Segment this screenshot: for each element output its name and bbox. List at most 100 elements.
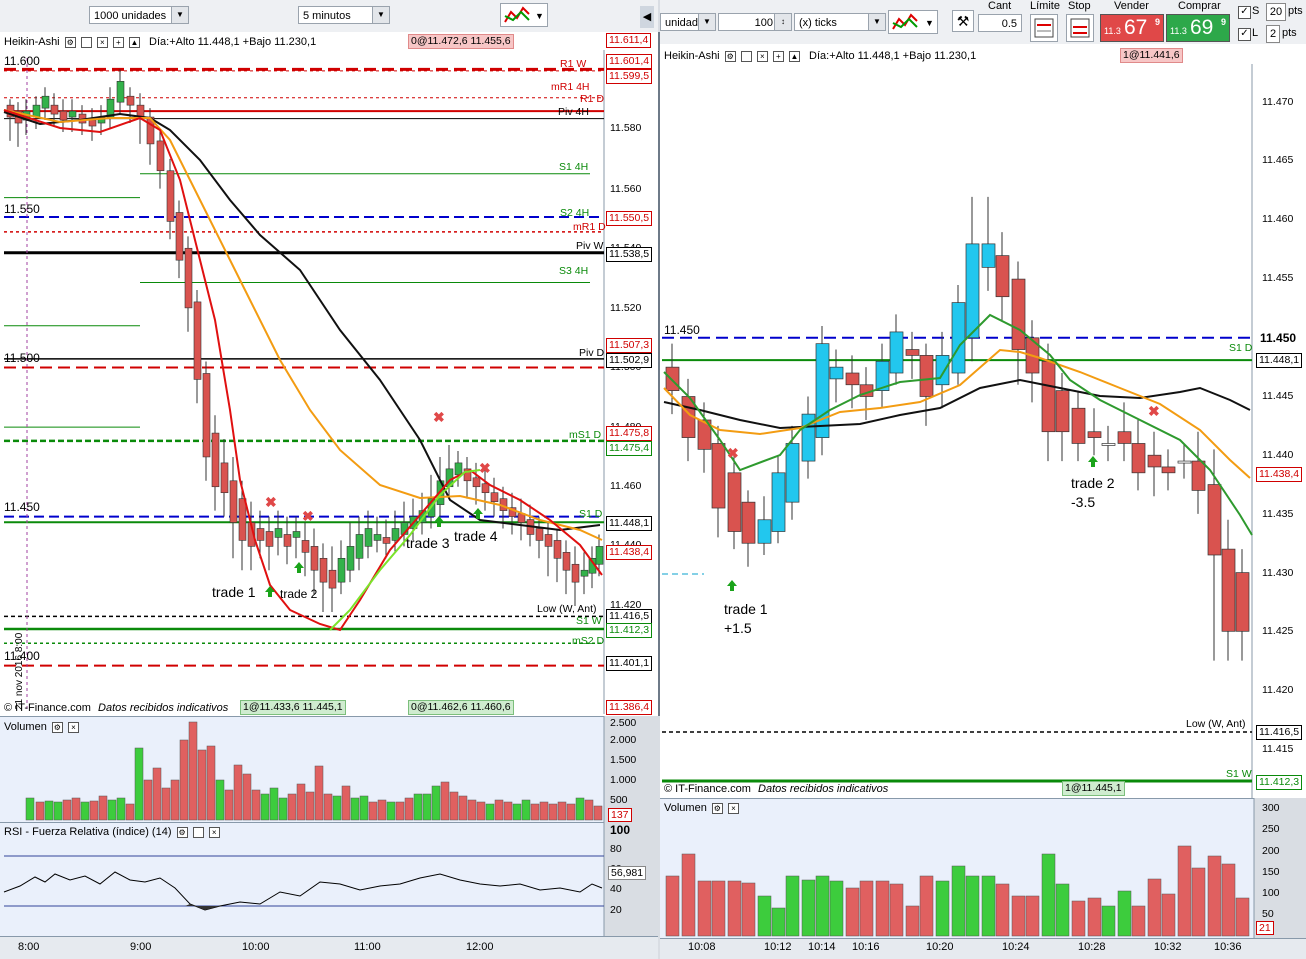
l-checkbox[interactable]: ✓ (1238, 28, 1251, 41)
volume-bar (422, 793, 432, 821)
volume-bar (593, 805, 603, 821)
wrench-icon[interactable]: ⚙ (711, 802, 723, 814)
add-icon[interactable]: + (772, 50, 784, 62)
volume-bar (801, 879, 816, 937)
price-tick-label: 11.460 (1262, 213, 1294, 225)
right-stop-unit[interactable]: (x) ticks ▼ (794, 13, 886, 31)
candle-body (126, 95, 135, 106)
pivot-level-label: S1 W (576, 615, 602, 627)
chart-indicator-icon: ▼ (892, 13, 934, 30)
quantity-select[interactable]: 1000 unidades ▼ (89, 6, 189, 24)
ema-orange-line (663, 348, 1251, 479)
right-chart-type-button[interactable]: ▼ (888, 10, 938, 34)
price-tick-label: 11.420 (610, 599, 642, 611)
close-icon[interactable]: × (727, 802, 739, 814)
candle-body (337, 557, 346, 583)
volume-bar (107, 799, 117, 821)
candle-body (481, 483, 490, 494)
candle-body (1147, 454, 1162, 468)
volume-bar (697, 880, 712, 937)
volume-bar (25, 797, 35, 821)
volume-bar (188, 721, 198, 821)
add-icon[interactable]: + (112, 36, 124, 48)
s-value-input[interactable]: 20 (1266, 3, 1286, 21)
cant-input[interactable]: 0.5 (978, 14, 1022, 32)
s-label: S (1252, 5, 1260, 17)
volume-bar (242, 773, 252, 821)
right-quantity-unit[interactable]: unidades ▼ (660, 13, 716, 31)
collapse-arrow-icon[interactable]: ◀ (640, 6, 654, 28)
volume-bar (152, 767, 162, 821)
level-price-box: 11.386,4 (606, 700, 653, 715)
candle-body (229, 480, 238, 523)
pivot-level-label: S3 4H (559, 265, 589, 277)
stop-order-button[interactable] (1066, 14, 1094, 42)
settings-wrench-button[interactable]: ⚒ (952, 10, 974, 32)
wrench-icon[interactable]: ⚙ (51, 721, 63, 733)
s-checkbox[interactable]: ✓ (1238, 6, 1251, 19)
close-icon[interactable]: × (756, 50, 768, 62)
window-icon[interactable] (192, 826, 204, 838)
volume-bar (287, 793, 297, 821)
volume-bar (1055, 883, 1070, 937)
exit-x-icon: ✖ (265, 494, 277, 510)
volume-bar (233, 764, 243, 821)
volume-bar (1161, 893, 1176, 937)
candle-body (265, 531, 274, 547)
buy-button[interactable]: 11.3 69 9 (1166, 14, 1230, 42)
volume-tick-label: 200 (1262, 845, 1280, 857)
volume-bar (1087, 897, 1102, 937)
order-badge[interactable]: 1@11.441,6 (1120, 48, 1183, 63)
volume-bar (125, 803, 135, 821)
right-quantity-input[interactable]: 100 ↕ (718, 13, 792, 31)
price-tick-label: 11.425 (1262, 625, 1294, 637)
volume-bar (665, 875, 680, 937)
close-icon[interactable]: × (96, 36, 108, 48)
time-tick-label: 9:00 (130, 941, 152, 953)
close-icon[interactable]: × (67, 721, 79, 733)
window-icon[interactable] (80, 36, 92, 48)
pivot-level-label: Piv D (579, 347, 605, 359)
limit-order-button[interactable] (1030, 14, 1058, 42)
up-icon[interactable]: ▲ (788, 50, 800, 62)
candle-body (727, 472, 742, 532)
candle-body (256, 528, 265, 541)
candle-body (757, 519, 772, 544)
volume-bar (859, 880, 874, 937)
ema-red-line (3, 109, 603, 632)
wrench-icon[interactable]: ⚙ (176, 826, 188, 838)
pivot-level-label: Piv 4H (558, 106, 589, 118)
buy-label: Comprar (1178, 0, 1221, 12)
spinner-icon[interactable]: ↕ (774, 14, 791, 30)
volume-bar (458, 795, 468, 821)
volume-bar (785, 875, 800, 937)
wrench-icon[interactable]: ⚙ (724, 50, 736, 62)
candle-body (310, 546, 319, 571)
chart-type-button[interactable]: ▼ (500, 3, 548, 27)
interval-select[interactable]: 5 minutos ▼ (298, 6, 390, 24)
volume-bar (440, 781, 450, 821)
up-icon[interactable]: ▲ (128, 36, 140, 48)
close-icon[interactable]: × (208, 826, 220, 838)
l-value-input[interactable]: 2 (1266, 25, 1280, 43)
volume-bar (905, 905, 920, 937)
volume-bar (1235, 897, 1250, 937)
right-volume-chart (665, 798, 1255, 938)
window-icon[interactable] (740, 50, 752, 62)
level-price-box: 11.401,1 (606, 656, 653, 671)
pivot-level-label: Low (W, Ant) (1186, 718, 1246, 730)
round-level-label: 11.450 (4, 500, 40, 514)
volume-bar (35, 801, 45, 821)
volume-tick-label: 150 (1262, 866, 1280, 878)
volume-bar (215, 779, 225, 821)
trade-label: trade 2 (1071, 475, 1115, 491)
sell-button[interactable]: 11.3 67 9 (1100, 14, 1164, 42)
order-badge[interactable]: 0@11.472,6 11.455,6 (408, 34, 514, 49)
time-tick-label: 10:20 (926, 941, 954, 953)
volume-tick-label: 250 (1262, 823, 1280, 835)
entry-arrow-icon (1088, 456, 1098, 467)
ema-black-line (663, 378, 1251, 430)
volume-bar (727, 880, 742, 937)
wrench-icon[interactable]: ⚙ (64, 36, 76, 48)
right-chart-header: Heikin-Ashi ⚙ × + ▲ Día:+Alto 11.448,1 +… (664, 48, 976, 64)
